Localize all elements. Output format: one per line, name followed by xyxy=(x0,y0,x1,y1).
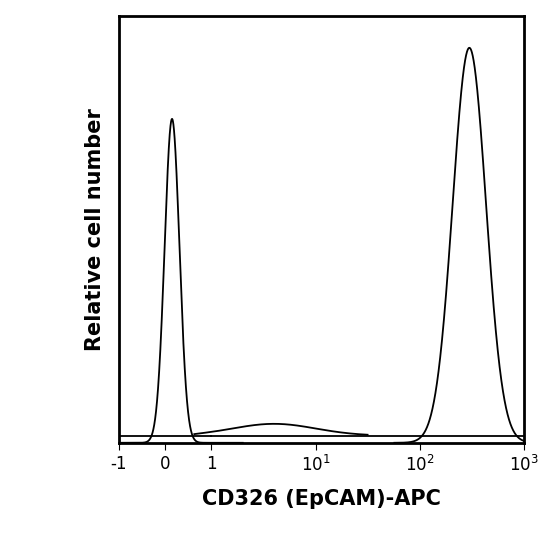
Y-axis label: Relative cell number: Relative cell number xyxy=(85,108,105,351)
X-axis label: CD326 (EpCAM)-APC: CD326 (EpCAM)-APC xyxy=(202,489,441,509)
